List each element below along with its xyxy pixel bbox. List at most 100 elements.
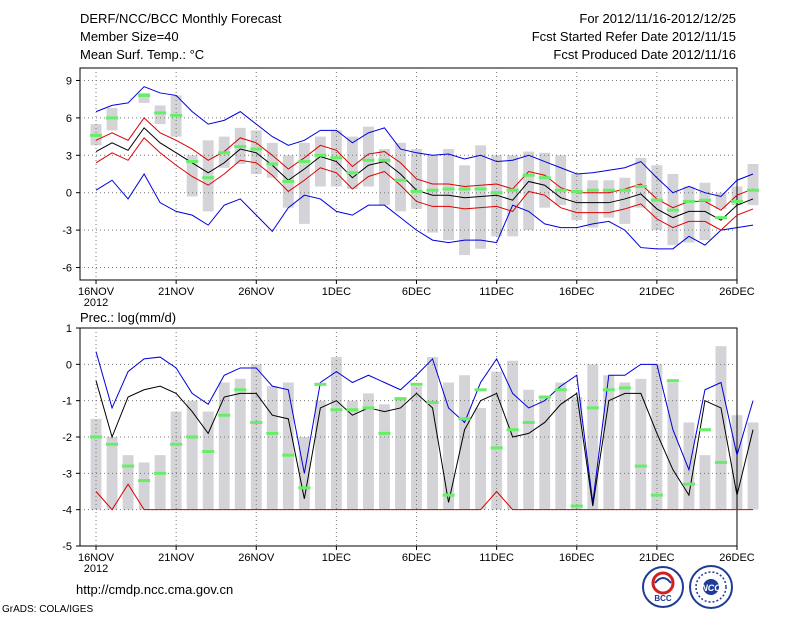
temp-bar: [539, 152, 551, 208]
prec-bar: [266, 386, 278, 510]
prec-bar: [635, 378, 647, 510]
prec-bar: [186, 400, 198, 510]
prec-bar: [330, 357, 342, 510]
temp-ensemble-max-line: [95, 86, 754, 197]
temp-ytick-label: 0: [66, 188, 72, 200]
temp-xtick-label: 16DEC: [559, 286, 595, 298]
temp-ytick-label: -6: [62, 263, 72, 275]
temp-xtick-label: 21NOV: [158, 286, 195, 298]
temp-bar: [587, 180, 599, 228]
temp-bar: [603, 180, 615, 218]
temp-bar: [571, 174, 583, 221]
prec-ytick-label: -4: [62, 505, 72, 517]
temp-bar: [507, 155, 519, 237]
prec-ensemble-min-line: [95, 483, 754, 511]
temp-bar: [427, 155, 438, 233]
temp-bar: [619, 177, 631, 224]
prec-ensemble-mean-line: [95, 380, 754, 507]
temp-ensemble-mean-line: [95, 127, 754, 221]
prec-bar: [314, 400, 326, 510]
temp-bar: [555, 155, 567, 206]
prec-bar: [459, 375, 471, 510]
temp-xtick-label: 16NOV: [78, 286, 115, 298]
prec-bar: [715, 346, 727, 510]
ncc-logo: NCC: [689, 565, 733, 609]
bcc-logo-text: BCC: [654, 594, 672, 603]
prec-bar: [667, 382, 679, 510]
temp-bar: [635, 157, 647, 208]
temp-ytick-label: 3: [66, 150, 72, 162]
prec-bar: [362, 393, 374, 510]
prec-bar: [603, 375, 615, 510]
source-url[interactable]: http://cmdp.ncc.cma.gov.cn: [76, 582, 234, 597]
prec-xtick-label: 26NOV: [238, 552, 275, 564]
prec-bar: [346, 400, 358, 510]
temp-bar: [747, 164, 759, 206]
temp-bar: [266, 142, 278, 178]
temp-bar: [395, 142, 406, 212]
prec-bar: [747, 422, 759, 510]
temp-bar: [362, 126, 374, 187]
prec-xtick-label: 21NOV: [158, 552, 195, 564]
chart-title: DERF/NCC/BCC Monthly Forecast: [80, 11, 282, 26]
temp-xtick-label: 26NOV: [238, 286, 275, 298]
temp-bar: [651, 165, 663, 231]
temp-ensemble-min-line: [95, 173, 754, 250]
prec-bar: [523, 389, 535, 510]
prec-bar: [218, 382, 230, 510]
prec-bar: [154, 455, 166, 510]
prec-bar: [234, 378, 246, 510]
temp-ytick-label: 9: [66, 75, 72, 87]
prec-bar: [427, 357, 438, 510]
temp-bar: [459, 165, 471, 256]
produced-date: Fcst Produced Date 2012/11/16: [553, 47, 736, 62]
temp-xtick-sublabel: 2012: [84, 297, 108, 309]
prec-ytick-label: -3: [62, 468, 72, 480]
ncc-logo-text: NCC: [701, 583, 721, 593]
temp-mean-spread-line: [95, 137, 754, 231]
temp-ytick-label: -3: [62, 225, 72, 237]
temp-xtick-label: 1DEC: [322, 286, 351, 298]
prec-bar: [539, 397, 551, 510]
prec-ensemble-max-line: [95, 351, 754, 503]
temp-xtick-label: 26DEC: [719, 286, 755, 298]
prec-xtick-sublabel: 2012: [84, 563, 108, 575]
prec-bar: [571, 397, 583, 510]
prec-bar: [619, 382, 631, 510]
refer-date: Fcst Started Refer Date 2012/11/15: [531, 29, 736, 44]
forecast-period: For 2012/11/16-2012/12/25: [579, 11, 736, 26]
prec-bar: [122, 455, 134, 510]
prec-bar: [475, 407, 487, 510]
prec-xtick-label: 21DEC: [639, 552, 675, 564]
prec-xtick-label: 11DEC: [479, 552, 514, 564]
prec-bar: [282, 382, 294, 510]
prec-bar: [138, 462, 150, 510]
prec-bar: [411, 386, 422, 510]
prec-xtick-label: 26DEC: [719, 552, 755, 564]
prec-ytick-label: -1: [62, 396, 72, 408]
prec-bar: [699, 455, 711, 510]
temp-bar: [298, 142, 310, 224]
prec-bar: [683, 422, 695, 510]
prec-xtick-label: 1DEC: [322, 552, 351, 564]
prec-bar: [395, 397, 406, 510]
prec-ytick-label: 1: [66, 323, 72, 335]
prec-bar: [507, 360, 519, 510]
temp-ytick-label: 6: [66, 113, 72, 125]
precip-chart-title: Prec.: log(mm/d): [80, 310, 176, 325]
temp-frame: [79, 67, 738, 281]
temp-xtick-label: 11DEC: [479, 286, 514, 298]
temp-bar: [523, 151, 535, 231]
bcc-logo: BCC: [642, 566, 684, 608]
temp-bar: [346, 136, 358, 189]
temp-bar: [491, 155, 503, 237]
grads-credit: GrADS: COLA/IGES: [2, 604, 94, 615]
temp-bar: [443, 149, 455, 241]
prec-bar: [555, 382, 567, 510]
temp-bar: [138, 92, 150, 103]
member-size: Member Size=40: [80, 29, 179, 44]
prec-ytick-label: -2: [62, 432, 72, 444]
